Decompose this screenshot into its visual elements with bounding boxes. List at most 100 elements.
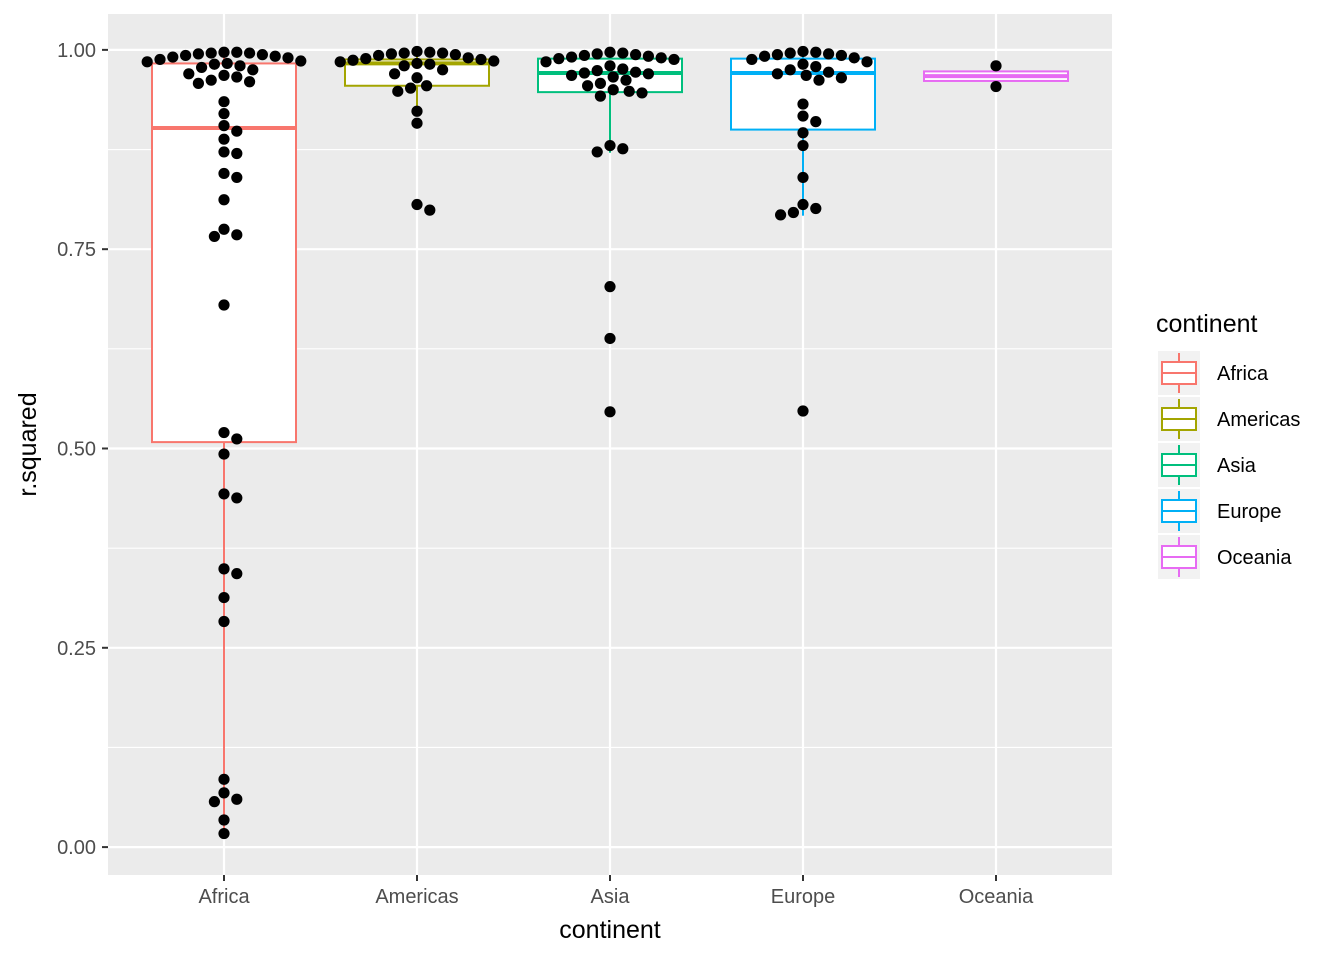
x-tick-label: Oceania [959, 886, 1034, 908]
legend-label: Asia [1217, 455, 1257, 477]
legend-label: Africa [1217, 363, 1269, 385]
data-point [141, 56, 153, 68]
data-point [797, 58, 809, 70]
data-point [231, 492, 243, 504]
data-point [449, 49, 461, 61]
data-point [617, 143, 629, 155]
data-point [591, 48, 603, 60]
data-point [591, 65, 603, 77]
data-point [218, 108, 230, 120]
data-point [154, 53, 166, 66]
data-point [218, 69, 230, 81]
legend-title: continent [1156, 310, 1258, 338]
data-point [990, 80, 1002, 93]
data-point [810, 116, 822, 128]
data-point [848, 52, 860, 64]
x-tick-label: Europe [771, 886, 836, 908]
data-point [462, 52, 474, 64]
points-americas [334, 45, 500, 216]
legend-item-oceania: Oceania [1158, 535, 1292, 579]
data-point [787, 206, 800, 219]
data-point [411, 72, 423, 84]
data-point [398, 47, 410, 59]
data-point [411, 45, 423, 58]
data-point [861, 56, 873, 68]
x-tick-label: Americas [375, 886, 458, 908]
data-point [334, 56, 346, 68]
data-point [668, 53, 680, 66]
data-point [800, 69, 812, 81]
data-point [192, 48, 204, 60]
data-point [488, 55, 500, 67]
data-point [231, 568, 243, 580]
legend: continent Africa Americas Asia Europe Oceani… [1156, 310, 1300, 579]
data-point [180, 49, 192, 62]
data-point [373, 49, 385, 62]
data-point [990, 60, 1002, 72]
data-point [218, 223, 230, 235]
data-point [221, 57, 233, 70]
data-point [218, 133, 230, 145]
data-point [759, 50, 771, 62]
data-point [604, 406, 616, 418]
data-point [591, 146, 603, 158]
data-point [295, 55, 307, 67]
data-point [604, 46, 616, 58]
data-point [810, 61, 822, 73]
data-point [642, 68, 655, 80]
x-axis: Africa Americas Asia Europe Oceania [198, 875, 1034, 908]
data-point [604, 281, 616, 293]
data-point [269, 50, 281, 62]
data-point [218, 448, 230, 460]
y-tick-label: 0.50 [57, 438, 96, 460]
legend-label: Oceania [1217, 547, 1292, 569]
data-point [244, 76, 256, 88]
data-point [578, 49, 591, 62]
data-point [256, 49, 268, 61]
data-point [642, 50, 655, 62]
data-point [282, 52, 294, 64]
data-point [582, 80, 594, 92]
data-point [553, 53, 565, 65]
data-point [218, 563, 230, 575]
x-tick-label: Asia [591, 886, 631, 908]
data-point [424, 58, 436, 70]
data-point [183, 68, 195, 80]
data-point [234, 60, 246, 72]
data-point [218, 194, 230, 206]
data-point [231, 147, 243, 160]
data-point [810, 46, 822, 58]
legend-item-africa: Africa [1158, 351, 1269, 395]
data-point [192, 77, 204, 89]
data-point [630, 66, 642, 78]
data-point [218, 814, 230, 826]
data-point [594, 77, 607, 89]
data-point [784, 47, 796, 59]
data-point [771, 68, 784, 80]
data-point [607, 84, 619, 96]
data-point [208, 796, 220, 808]
data-point [385, 48, 397, 60]
data-point [231, 171, 243, 184]
data-point [231, 793, 243, 805]
data-point [218, 488, 230, 500]
data-point [835, 72, 848, 84]
data-point [566, 51, 578, 63]
data-point [167, 51, 179, 63]
y-axis: 0.00 0.25 0.50 0.75 1.00 [57, 40, 108, 859]
data-point [347, 54, 359, 66]
data-point [411, 198, 423, 211]
data-point [231, 433, 243, 445]
data-point [623, 85, 635, 97]
data-point [398, 60, 410, 72]
x-tick-label: Africa [198, 886, 250, 908]
legend-item-asia: Asia [1158, 443, 1257, 487]
data-point [630, 49, 642, 61]
data-point [231, 229, 243, 241]
data-point [835, 49, 848, 62]
data-point [196, 61, 208, 74]
data-point [218, 146, 230, 158]
data-point [746, 53, 758, 66]
data-point [617, 47, 629, 59]
data-point [247, 64, 259, 76]
